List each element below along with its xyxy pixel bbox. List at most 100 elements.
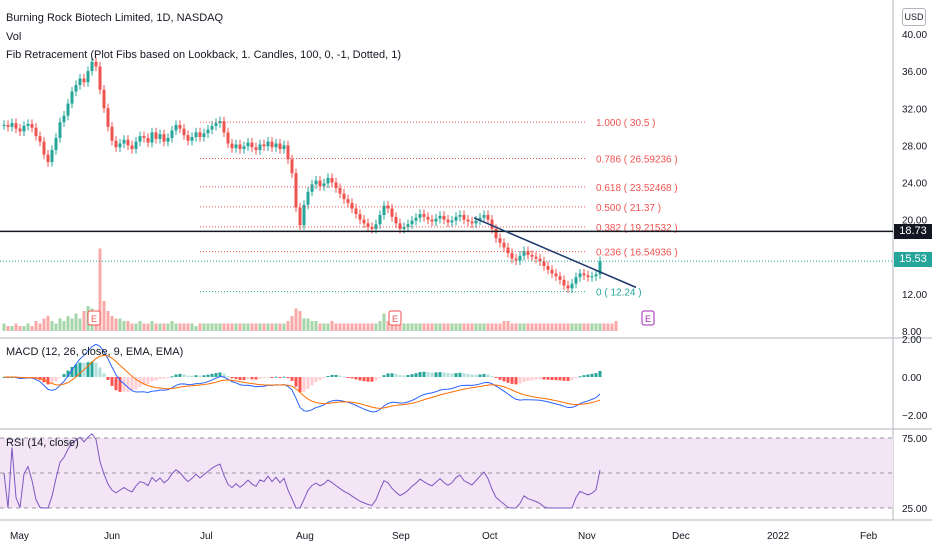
volume-bar	[30, 326, 34, 331]
macd-histogram-bar	[378, 377, 382, 379]
fib-level-label: 0.382 ( 19.21532 )	[596, 223, 678, 234]
volume-bar	[526, 323, 530, 331]
currency-badge[interactable]: USD	[902, 8, 926, 26]
macd-histogram-bar	[122, 377, 126, 392]
volume-bar	[190, 323, 194, 331]
candle-body	[246, 142, 250, 147]
volume-bar	[166, 323, 170, 331]
candle-body	[526, 251, 530, 255]
macd-histogram-bar	[106, 377, 110, 380]
candle-body	[494, 228, 498, 239]
volume-bar	[414, 323, 418, 331]
macd-histogram-bar	[62, 374, 66, 377]
volume-bar	[234, 323, 238, 331]
macd-histogram-bar	[298, 377, 302, 393]
volume-bar	[410, 323, 414, 331]
macd-histogram-bar	[366, 377, 370, 382]
candle-body	[542, 261, 546, 267]
volume-bar	[394, 323, 398, 331]
candle-body	[238, 144, 242, 150]
volume-bar	[174, 323, 178, 331]
volume-bar	[318, 323, 322, 331]
macd-histogram-bar	[234, 377, 238, 380]
macd-histogram-bar	[182, 374, 186, 377]
volume-indicator-label[interactable]: Vol	[6, 31, 22, 43]
volume-bar	[314, 321, 318, 331]
macd-histogram-bar	[214, 373, 218, 377]
macd-histogram-bar	[506, 377, 510, 383]
candle-body	[578, 273, 582, 278]
macd-histogram-bar	[494, 377, 498, 379]
candle-body	[190, 137, 194, 141]
volume-bar	[254, 323, 258, 331]
macd-histogram-bar	[442, 372, 446, 377]
macd-histogram-bar	[258, 377, 262, 379]
candle-body	[462, 214, 466, 220]
macd-histogram-bar	[462, 373, 466, 377]
macd-indicator-label[interactable]: MACD (12, 26, close, 9, EMA, EMA)	[6, 346, 184, 358]
fib-level-label: 1.000 ( 30.5 )	[596, 118, 655, 129]
candle-body	[274, 143, 278, 148]
volume-bar	[82, 311, 86, 331]
macd-histogram-bar	[142, 377, 146, 386]
candle-body	[34, 127, 38, 137]
candle-body	[134, 141, 138, 150]
macd-histogram-bar	[426, 371, 430, 377]
volume-bar	[70, 318, 74, 331]
volume-bar	[62, 321, 66, 331]
macd-histogram-bar	[170, 376, 174, 378]
volume-bar	[426, 323, 430, 331]
macd-histogram-bar	[310, 377, 314, 386]
macd-histogram-bar	[390, 373, 394, 377]
volume-bar	[66, 316, 70, 331]
volume-bar	[146, 323, 150, 331]
fib-level-label: 0.500 ( 21.37 )	[596, 203, 661, 214]
macd-pane	[2, 343, 602, 413]
volume-bar	[366, 323, 370, 331]
volume-bar	[350, 323, 354, 331]
candle-body	[430, 219, 434, 222]
volume-bar	[242, 323, 246, 331]
candle-body	[122, 139, 126, 144]
candle-body	[586, 275, 590, 278]
fib-indicator-label[interactable]: Fib Retracement (Plot Fibs based on Look…	[6, 49, 401, 61]
candle-body	[6, 124, 10, 127]
candle-body	[574, 277, 578, 284]
candle-body	[294, 173, 298, 208]
volume-bar	[210, 323, 214, 331]
macd-histogram-bar	[394, 374, 398, 377]
volume-bar	[562, 323, 566, 331]
macd-histogram-bar	[166, 377, 170, 378]
macd-histogram-bar	[130, 377, 134, 392]
macd-histogram-bar	[98, 367, 102, 377]
macd-histogram-bar	[410, 374, 414, 377]
candle-body	[282, 145, 286, 150]
volume-bar	[290, 316, 294, 331]
candle-body	[58, 122, 62, 138]
volume-bar	[278, 323, 282, 331]
rsi-indicator-label[interactable]: RSI (14, close)	[6, 437, 79, 449]
volume-bar	[186, 323, 190, 331]
volume-bar	[362, 323, 366, 331]
macd-histogram-bar	[302, 377, 306, 392]
volume-bar	[474, 323, 478, 331]
candle-body	[538, 258, 542, 262]
macd-histogram-bar	[206, 374, 210, 377]
macd-histogram-bar	[466, 373, 470, 377]
last-price-tag: 15.53	[894, 252, 932, 267]
volume-bar	[2, 323, 6, 331]
candle-body	[454, 216, 458, 221]
volume-bar	[530, 323, 534, 331]
volume-bar	[334, 323, 338, 331]
macd-histogram-bar	[530, 377, 534, 381]
candle-body	[534, 256, 538, 259]
macd-histogram-bar	[534, 377, 538, 380]
candle-body	[546, 266, 550, 270]
candle-body	[222, 121, 226, 133]
candle-body	[390, 208, 394, 217]
volume-bar	[26, 323, 30, 331]
volume-bar	[330, 321, 334, 331]
volume-bar	[110, 316, 114, 331]
candle-body	[486, 214, 490, 220]
